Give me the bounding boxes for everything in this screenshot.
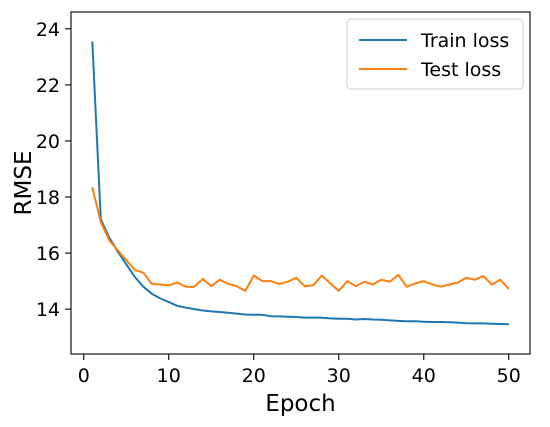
x-tick-label: 0 [78,365,90,387]
legend-label-train-loss: Train loss [420,30,509,52]
x-tick-label: 30 [327,365,351,387]
x-axis-ticks: 0 10 20 30 40 50 [78,354,521,387]
y-axis-label: RMSE [11,151,37,216]
x-tick-label: 20 [242,365,266,387]
y-tick-label: 16 [36,243,60,265]
y-tick-label: 18 [36,187,60,209]
legend-label-test-loss: Test loss [420,59,501,81]
y-tick-label: 14 [36,299,60,321]
series-line-test-loss [91,186,510,292]
series-line-train-loss [91,41,509,326]
y-axis-ticks: 14 16 18 20 22 24 [36,19,71,321]
x-tick-label: 50 [497,365,521,387]
x-tick-label: 10 [157,365,181,387]
y-tick-label: 20 [36,131,60,153]
x-axis-label: Epoch [265,391,335,417]
legend-box [346,18,524,90]
axes-frame [70,11,531,355]
series-layer [91,41,510,326]
x-tick-label: 40 [412,365,436,387]
y-tick-label: 22 [36,75,60,97]
y-tick-label: 24 [36,19,60,41]
legend: Train loss Test loss [346,18,524,90]
